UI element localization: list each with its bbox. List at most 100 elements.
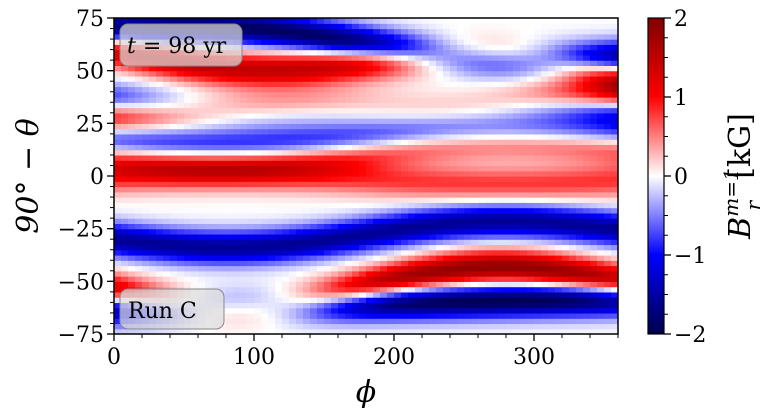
heatmap-cell [254, 149, 262, 156]
heatmap-cell [268, 18, 276, 24]
heatmap-cell [450, 181, 458, 188]
heatmap-cell [380, 60, 388, 66]
heatmap-cell [373, 223, 381, 230]
heatmap-cell [534, 28, 542, 35]
heatmap-cell [590, 133, 598, 140]
heatmap-cell [464, 165, 472, 172]
heatmap-cell [478, 207, 486, 214]
heatmap-cell [562, 133, 570, 140]
heatmap-cell [254, 223, 262, 230]
heatmap-cell [296, 81, 304, 88]
heatmap-cell [331, 107, 339, 114]
heatmap-cell [345, 249, 353, 256]
heatmap-cell [422, 139, 430, 145]
heatmap-cell [268, 128, 276, 135]
heatmap-cell [149, 81, 157, 88]
heatmap-cell [422, 39, 430, 45]
heatmap-cell [569, 144, 577, 151]
heatmap-cell [205, 123, 213, 130]
heatmap-cell [261, 18, 269, 24]
heatmap-cell [387, 44, 395, 51]
heatmap-cell [261, 123, 269, 130]
heatmap-cell [436, 165, 444, 172]
heatmap-cell [576, 23, 584, 30]
heatmap-cell [513, 18, 521, 24]
heatmap-cell [492, 33, 500, 40]
heatmap-cell [359, 133, 367, 140]
heatmap-cell [289, 212, 297, 219]
heatmap-cell [170, 144, 178, 151]
heatmap-cell [450, 160, 458, 167]
heatmap-cell [450, 233, 458, 240]
heatmap-cell [436, 223, 444, 230]
heatmap-cell [548, 44, 556, 51]
heatmap-cell [506, 75, 514, 82]
heatmap-cell [233, 149, 241, 156]
heatmap-cell [282, 165, 290, 172]
heatmap-cell [408, 33, 416, 40]
heatmap-cell [114, 39, 122, 45]
heatmap-cell [247, 233, 255, 240]
heatmap-cell [576, 291, 584, 298]
heatmap-cell [275, 323, 283, 330]
heatmap-cell [394, 328, 402, 334]
heatmap-cell [464, 265, 472, 272]
heatmap-cell [429, 233, 437, 240]
heatmap-cell [142, 123, 150, 130]
heatmap-cell [590, 181, 598, 188]
heatmap-cell [303, 49, 311, 56]
heatmap-cell [499, 191, 507, 198]
heatmap-cell [492, 170, 500, 177]
heatmap-cell [247, 70, 255, 77]
heatmap-cell [576, 160, 584, 167]
heatmap-cell [485, 107, 493, 114]
heatmap-cell [387, 176, 395, 182]
heatmap-cell [394, 170, 402, 177]
heatmap-cell [576, 86, 584, 93]
heatmap-cell [429, 181, 437, 188]
heatmap-cell [247, 318, 255, 325]
heatmap-cell [247, 286, 255, 293]
heatmap-cell [121, 281, 129, 288]
heatmap-cell [247, 191, 255, 198]
heatmap-cell [387, 54, 395, 61]
heatmap-cell [261, 60, 269, 66]
heatmap-cell [338, 270, 346, 277]
heatmap-cell [562, 118, 570, 124]
heatmap-cell [324, 144, 332, 151]
heatmap-cell [303, 233, 311, 240]
heatmap-cell [114, 170, 122, 177]
heatmap-cell [114, 154, 122, 161]
heatmap-cell [513, 270, 521, 277]
heatmap-cell [583, 28, 591, 35]
heatmap-cell [576, 202, 584, 209]
heatmap-cell [604, 181, 612, 188]
heatmap-cell [317, 218, 325, 224]
heatmap-cell [548, 123, 556, 130]
heatmap-cell [415, 318, 423, 325]
heatmap-cell [464, 191, 472, 198]
heatmap-cell [562, 186, 570, 193]
heatmap-cell [457, 86, 465, 93]
heatmap-cell [394, 276, 402, 282]
heatmap-cell [317, 91, 325, 98]
heatmap-cell [429, 328, 437, 334]
heatmap-cell [611, 139, 618, 145]
heatmap-cell [268, 154, 276, 161]
heatmap-cell [534, 223, 542, 230]
heatmap-cell [387, 291, 395, 298]
heatmap-cell [548, 233, 556, 240]
heatmap-cell [282, 54, 290, 61]
heatmap-cell [534, 239, 542, 246]
heatmap-cell [317, 160, 325, 167]
heatmap-cell [240, 260, 248, 267]
heatmap-cell [401, 312, 409, 319]
heatmap-cell [387, 239, 395, 246]
heatmap-cell [450, 239, 458, 246]
heatmap-cell [541, 28, 549, 35]
heatmap-cell [387, 265, 395, 272]
heatmap-cell [296, 176, 304, 182]
heatmap-cell [478, 286, 486, 293]
heatmap-cell [247, 165, 255, 172]
heatmap-cell [233, 286, 241, 293]
